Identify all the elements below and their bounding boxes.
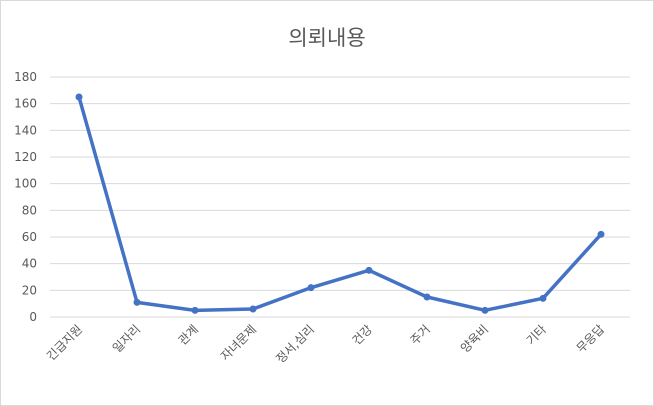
y-tick-label: 160 [14,97,37,111]
x-tick-label: 주거 [408,322,434,348]
y-tick-label: 100 [14,177,37,191]
chart-title: 의뢰내용 [288,26,366,50]
x-tick-label: 건강 [350,322,376,348]
x-tick-label: 자녀문제 [218,322,259,363]
y-tick-label: 180 [14,70,37,84]
y-tick-label: 120 [14,150,37,164]
y-tick-label: 20 [22,283,37,297]
y-tick-label: 140 [14,123,37,137]
data-point [539,294,547,302]
y-tick-label: 0 [29,310,37,324]
data-point [365,266,373,274]
data-point [133,298,141,306]
series-line [77,95,603,313]
y-tick-label: 60 [22,230,37,244]
x-tick-label: 일자리 [110,322,143,355]
data-point [481,306,489,314]
y-tick-label: 80 [22,203,37,217]
data-point [307,284,315,292]
x-axis-ticks: 긴급지원 일자리 관계 자녀문제 정서,심리 건강 주거 양육비 기타 무응답 [44,322,607,366]
x-tick-label: 기타 [524,322,550,348]
x-tick-label: 무응답 [574,322,607,355]
x-tick-label: 긴급지원 [44,322,85,363]
x-tick-label: 양육비 [458,322,491,355]
data-point [249,305,257,313]
x-tick-label: 관계 [176,322,202,348]
gridlines [50,76,630,318]
series-group [75,93,605,314]
y-axis-ticks: 0 20 40 60 80 100 120 140 160 180 [14,70,37,324]
data-point [75,93,83,101]
data-point [191,306,199,314]
y-tick-label: 40 [22,257,37,271]
x-tick-label: 정서,심리 [273,322,317,366]
data-point [423,293,431,301]
data-point [597,230,605,238]
